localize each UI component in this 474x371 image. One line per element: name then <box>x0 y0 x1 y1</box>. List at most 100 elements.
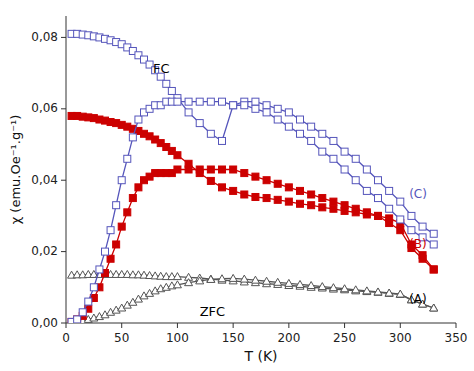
series-marker <box>241 102 248 109</box>
series-marker <box>185 279 193 286</box>
series-marker <box>352 177 359 184</box>
series-marker <box>308 137 315 144</box>
series-marker <box>230 187 237 194</box>
series-line <box>72 34 434 234</box>
series-marker <box>297 187 304 194</box>
x-tick <box>400 323 401 328</box>
series-marker <box>263 109 270 116</box>
y-tick <box>61 251 66 252</box>
series-marker <box>230 166 237 173</box>
series-marker <box>430 241 437 248</box>
series-marker <box>285 184 292 191</box>
series-marker <box>363 287 371 294</box>
x-tick-label: 50 <box>114 331 129 345</box>
series-marker <box>196 277 204 284</box>
series-marker <box>408 212 415 219</box>
series-marker <box>241 170 248 177</box>
y-tick-label: 0,08 <box>31 30 58 44</box>
x-tick-label: 300 <box>389 331 412 345</box>
series-marker <box>297 116 304 123</box>
series-line <box>72 116 434 270</box>
series-marker <box>430 230 437 237</box>
series-marker <box>113 202 120 209</box>
y-tick <box>61 323 66 324</box>
y-tick-label: 0,04 <box>31 173 58 187</box>
annotations: FCZFC(C)(B)(A) <box>153 61 427 319</box>
series-marker <box>207 166 214 173</box>
series-marker <box>174 98 181 105</box>
series-marker <box>274 105 281 112</box>
series-marker <box>174 166 181 173</box>
series-marker <box>375 177 382 184</box>
series-marker <box>397 216 404 223</box>
annotation: (A) <box>409 292 427 306</box>
series-marker <box>230 102 237 109</box>
y-axis-line <box>66 16 67 323</box>
plot-area <box>68 30 438 323</box>
series-marker <box>252 193 259 200</box>
series-marker <box>174 152 181 159</box>
series-marker <box>113 241 120 248</box>
series-marker <box>385 289 393 296</box>
series-marker <box>168 87 175 94</box>
y-tick <box>61 37 66 38</box>
series-marker <box>297 130 304 137</box>
series-marker <box>263 195 270 202</box>
x-axis-label: T (K) <box>243 348 277 364</box>
series-marker <box>329 284 337 291</box>
series-marker <box>218 275 226 282</box>
series-marker <box>219 184 226 191</box>
series-marker <box>124 209 131 216</box>
series-marker <box>386 220 393 227</box>
x-tick <box>177 323 178 328</box>
series-marker <box>129 195 136 202</box>
series-marker <box>308 202 315 209</box>
series-marker <box>319 204 326 211</box>
series-marker <box>229 274 237 281</box>
series-marker <box>219 166 226 173</box>
x-tick <box>456 323 457 328</box>
annotation: (C) <box>409 187 427 201</box>
y-tick-label: 0,02 <box>31 244 58 258</box>
annotation: ZFC <box>200 304 225 319</box>
series-marker <box>96 266 103 273</box>
y-axis-label: χ (emu.Oe⁻¹.g⁻¹) <box>8 115 23 225</box>
series-marker <box>330 137 337 144</box>
series-marker <box>319 195 326 202</box>
series-marker <box>319 130 326 137</box>
series-marker <box>173 273 181 280</box>
series-marker <box>118 223 125 230</box>
series-marker <box>341 202 348 209</box>
series-marker <box>263 102 270 109</box>
series-marker <box>430 266 437 273</box>
y-tick <box>61 180 66 181</box>
series-marker <box>252 105 259 112</box>
series-line <box>72 170 434 322</box>
series-marker <box>230 102 237 109</box>
series-marker <box>363 166 370 173</box>
series-marker <box>285 123 292 130</box>
series-marker <box>308 191 315 198</box>
series-marker <box>375 212 382 219</box>
x-tick-label: 200 <box>277 331 300 345</box>
x-axis-line <box>66 323 456 324</box>
series-marker <box>330 205 337 212</box>
series-marker <box>419 255 426 262</box>
series-marker <box>397 227 404 234</box>
series-marker <box>263 177 270 184</box>
series-marker <box>374 288 382 295</box>
series-marker <box>219 98 226 105</box>
series-line <box>72 102 434 322</box>
axes: 0501001502002503003500,000,020,040,060,0… <box>31 16 467 345</box>
series-marker <box>207 130 214 137</box>
series-marker <box>74 316 81 323</box>
series-marker <box>90 284 97 291</box>
series-marker <box>274 196 281 203</box>
x-tick <box>344 323 345 328</box>
series-marker <box>252 98 259 105</box>
x-tick-label: 100 <box>166 331 189 345</box>
series-marker <box>185 166 192 173</box>
annotation: FC <box>153 61 170 76</box>
series-marker <box>363 209 370 216</box>
series-marker <box>307 282 315 289</box>
